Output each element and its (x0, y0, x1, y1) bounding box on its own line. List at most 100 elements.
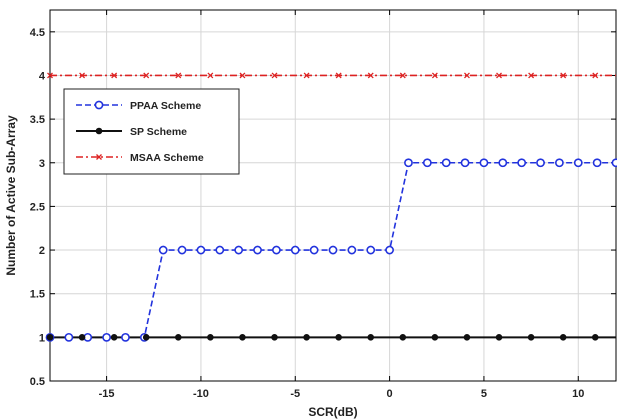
series-2-point-stroke (111, 72, 118, 79)
legend-label-1: SP Scheme (130, 126, 187, 138)
series-2-point (303, 72, 310, 79)
series-2-point (143, 72, 150, 79)
series-0-point (196, 245, 206, 255)
x-tick-label: 0 (387, 388, 393, 400)
series-1-point (110, 334, 118, 341)
series-0-point (385, 245, 394, 255)
legend-marker-2-stroke (96, 154, 102, 160)
x-tick-label: -5 (290, 388, 300, 400)
series-0-point (347, 245, 357, 255)
series-1-point (303, 334, 310, 341)
series-2-point (592, 72, 599, 79)
series-2-point (399, 72, 406, 79)
series-0-point (271, 245, 281, 255)
series-1-point (495, 334, 503, 341)
plot-frame (49, 9, 617, 382)
x-tick-label: 5 (481, 388, 487, 400)
series-2-point-stroke (239, 72, 246, 79)
series-markers (45, 72, 617, 342)
series-0-point (460, 158, 470, 168)
series-0-point (177, 245, 187, 255)
series-2-point (496, 72, 502, 79)
series-0-point (404, 158, 413, 168)
y-tick-label: 3 (39, 158, 45, 170)
series-0-point (290, 245, 300, 255)
series-1-point (591, 334, 599, 341)
series-1-point (78, 334, 86, 341)
series-0-point (422, 158, 432, 168)
series-1-point (46, 334, 54, 341)
series-1-point (463, 334, 471, 341)
series-0-point (536, 158, 545, 168)
y-tick-label: 4.5 (30, 27, 45, 39)
series-2-point (207, 72, 214, 79)
series-1-point (207, 334, 214, 341)
series-2-point-stroke (463, 72, 470, 79)
y-tick-label: 3.5 (30, 114, 45, 126)
series-0-point (253, 245, 262, 255)
series-1-point (335, 334, 342, 341)
y-tick-label: 2.5 (30, 201, 45, 213)
series-0-point (441, 158, 451, 168)
y-tick-label: 1 (39, 332, 45, 344)
legend-box (63, 88, 240, 175)
legend: PPAA Scheme SP Scheme MSAA Scheme (63, 88, 240, 175)
series-1-point (559, 334, 567, 341)
series-0-point (611, 158, 617, 168)
series-1-point (271, 334, 278, 341)
series-2-point-stroke (528, 72, 535, 79)
x-tick-label: -15 (99, 388, 115, 400)
series-2-point-stroke (207, 72, 214, 79)
series-2-point-stroke (143, 72, 150, 79)
series-1-point (431, 334, 439, 341)
series-0-point (328, 245, 338, 255)
series-1-point (527, 334, 535, 341)
y-tick-label: 2 (39, 245, 45, 257)
series-1-point (142, 334, 150, 341)
series-2-point-stroke (271, 72, 278, 79)
series-2-point-stroke (431, 72, 438, 79)
series-1-point (399, 334, 407, 341)
legend-label-0: PPAA Scheme (130, 100, 201, 112)
legend-marker-2 (96, 154, 102, 160)
legend-marker-1 (95, 127, 103, 135)
y-axis-label: Number of Active Sub-Array (4, 115, 18, 276)
series-2-point (463, 72, 470, 79)
series-2-point-stroke (496, 72, 502, 79)
series-2-point-stroke (592, 72, 599, 79)
series-0-point (555, 158, 564, 168)
series-2-point-stroke (335, 72, 342, 79)
series-2-point-stroke (367, 72, 374, 79)
series-2-point (367, 72, 374, 79)
series-0-point (517, 158, 527, 168)
series-0-point (121, 332, 130, 342)
series-2-point (175, 72, 182, 79)
y-tick-labels: 0.5 1 1.5 2 2.5 3 3.5 4 4.5 (30, 27, 46, 388)
series-0-point (309, 245, 319, 255)
series-0-point (234, 245, 244, 255)
series-0-point (498, 158, 508, 168)
series-0-point (215, 245, 225, 255)
series-0-point (158, 245, 168, 255)
series-2-point (79, 72, 86, 79)
series-0-point (102, 332, 111, 342)
series-1-point (239, 334, 246, 341)
x-tick-labels: -15 -10 -5 0 5 10 (99, 388, 585, 400)
x-tick-label: -10 (193, 388, 209, 400)
series-1-point (367, 334, 375, 341)
series-2-point (239, 72, 246, 79)
series-2-point (111, 72, 118, 79)
y-tick-label: 1.5 (30, 289, 45, 301)
series-2-point-stroke (303, 72, 310, 79)
x-axis-label: SCR(dB) (308, 405, 357, 419)
series-0-point (573, 158, 583, 168)
x-tick-label: 10 (572, 388, 584, 400)
series-1-point (174, 334, 182, 341)
series-2-point-stroke (399, 72, 406, 79)
y-tick-label: 0.5 (30, 376, 45, 388)
series-2-point (431, 72, 438, 79)
series-2-point (335, 72, 342, 79)
legend-label-2: MSAA Scheme (130, 152, 204, 164)
series-2-point (560, 72, 567, 79)
